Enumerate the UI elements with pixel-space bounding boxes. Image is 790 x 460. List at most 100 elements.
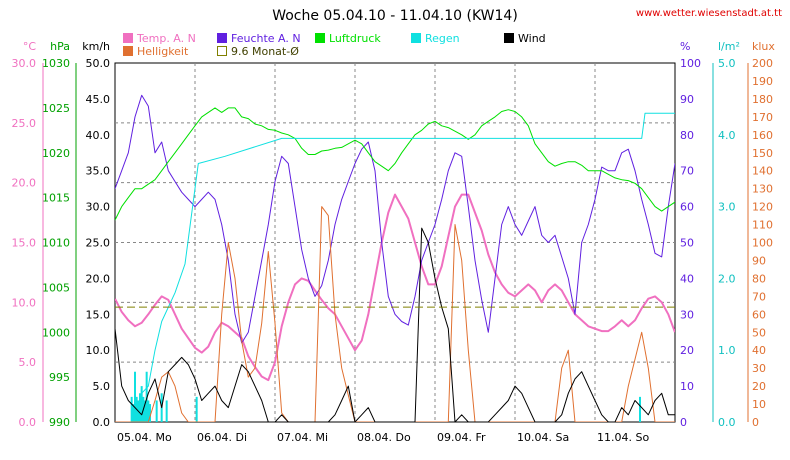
lux-axis-tick: 200	[752, 57, 773, 70]
series-temp-a-n	[115, 193, 675, 382]
lux-axis-tick: 150	[752, 147, 773, 160]
rain-axis-tick: 3.0	[718, 201, 736, 214]
x-axis: 05.04. Mo 06.04. Di 07.04. Mi 08.04. Do 09.0…	[117, 431, 649, 444]
source-url: www.wetter.wiesenstadt.at.tt	[636, 8, 782, 19]
x-tick-label: 10.04. Sa	[517, 431, 569, 444]
pressure-axis: hPa 990 995 1000 1005 1010 1015 1020 1025 1030	[42, 40, 70, 429]
rain-axis-tick: 2.0	[718, 272, 736, 285]
wind-axis-tick: 45.0	[86, 93, 111, 106]
wind-axis-tick: 50.0	[86, 57, 111, 70]
temp-axis-tick: 25.0	[12, 117, 37, 130]
temp-axis-tick: 15.0	[12, 237, 37, 250]
humidity-axis-tick: 90	[680, 93, 694, 106]
x-tick-label: 09.04. Fr	[437, 431, 486, 444]
legend-swatch	[315, 33, 325, 43]
rain-bar	[147, 400, 150, 422]
pressure-axis-tick: 1000	[42, 326, 70, 339]
series-group	[115, 94, 675, 422]
wind-axis: km/h 0.0 5.0 10.0 15.0 20.0 25.0 30.0 35.0 40.0 45…	[82, 40, 110, 429]
legend-item: 9.6 Monat-Ø	[217, 45, 299, 58]
lux-axis-tick: 120	[752, 201, 773, 214]
wind-axis-tick: 15.0	[86, 308, 111, 321]
rain-bar	[134, 371, 136, 422]
lux-axis-tick: 170	[752, 111, 773, 124]
lux-axis-tick: 0	[752, 416, 759, 429]
lux-axis-tick: 30	[752, 362, 766, 375]
pressure-axis-tick: 1010	[42, 237, 70, 250]
grid	[114, 62, 676, 423]
x-tick-label: 06.04. Di	[197, 431, 247, 444]
rain-bar	[639, 396, 641, 422]
pressure-axis-unit: hPa	[50, 40, 70, 53]
lux-axis-tick: 130	[752, 183, 773, 196]
rain-bar	[195, 396, 198, 422]
temp-axis: °C 0.0 5.0 10.0 15.0 20.0 25.0 30.0	[12, 40, 37, 429]
rain-bar	[149, 404, 151, 422]
humidity-axis-unit: %	[680, 40, 690, 53]
humidity-axis-tick: 20	[680, 344, 694, 357]
lux-axis-tick: 100	[752, 237, 773, 250]
wind-axis-tick: 25.0	[86, 237, 111, 250]
left-axes: °C 0.0 5.0 10.0 15.0 20.0 25.0 30.0 hPa 990 995 100…	[12, 40, 111, 429]
legend-swatch	[504, 33, 514, 43]
rain-bar	[130, 396, 133, 422]
series-wind	[115, 227, 675, 422]
temp-axis-tick: 30.0	[12, 57, 37, 70]
series-feuchte-a-n	[115, 94, 675, 344]
rain-bar	[165, 400, 168, 422]
pressure-axis-tick: 1015	[42, 192, 70, 205]
legend-label: 9.6 Monat-Ø	[231, 45, 299, 58]
rain-bar	[144, 400, 146, 422]
rain-axis-tick: 5.0	[718, 57, 736, 70]
lux-axis-tick: 70	[752, 290, 766, 303]
humidity-axis-tick: 70	[680, 165, 694, 178]
legend-item: Feuchte A. N	[217, 32, 301, 45]
humidity-axis-tick: 100	[680, 57, 701, 70]
wind-axis-tick: 30.0	[86, 201, 111, 214]
lux-axis-tick: 190	[752, 75, 773, 88]
legend-label: Luftdruck	[329, 32, 381, 45]
humidity-axis: % 0 10 20 30 40 50 60 70 80 90 100	[680, 40, 701, 429]
temp-axis-tick: 5.0	[19, 356, 37, 369]
humidity-axis-tick: 80	[680, 129, 694, 142]
legend-label: Regen	[425, 32, 460, 45]
lux-axis-tick: 160	[752, 129, 773, 142]
series-regen-balken	[130, 371, 641, 422]
legend-item: Temp. A. N	[123, 32, 196, 45]
lux-axis-tick: 110	[752, 219, 773, 232]
temp-axis-unit: °C	[23, 40, 37, 53]
x-tick-label: 11.04. So	[597, 431, 649, 444]
humidity-axis-tick: 50	[680, 237, 694, 250]
x-tick-label: 08.04. Do	[357, 431, 411, 444]
humidity-axis-tick: 0	[680, 416, 687, 429]
lux-axis: klux 0 10 20 30 40 50 60 70 80 90 100 110 120 130 140 15…	[752, 40, 775, 429]
lux-axis-tick: 40	[752, 344, 766, 357]
legend-swatch	[411, 33, 421, 43]
humidity-axis-tick: 10	[680, 380, 694, 393]
rain-axis-unit: l/m²	[718, 40, 740, 53]
legend-swatch	[217, 46, 227, 56]
plot-area	[115, 94, 675, 422]
legend-item: Helligkeit	[123, 45, 189, 58]
lux-axis-tick: 140	[752, 165, 773, 178]
right-axes: %0102030405060708090100l/m²0.01.02.03.04…	[680, 40, 775, 429]
lux-axis-tick: 80	[752, 272, 766, 285]
legend-item: Regen	[411, 32, 460, 45]
rain-bar	[132, 404, 135, 422]
x-tick-label: 05.04. Mo	[117, 431, 172, 444]
lux-axis-tick: 50	[752, 326, 766, 339]
temp-axis-tick: 20.0	[12, 177, 37, 190]
pressure-axis-tick: 1025	[42, 102, 70, 115]
legend-label: Helligkeit	[137, 45, 189, 58]
legend-item: Wind	[504, 32, 546, 45]
humidity-axis-tick: 30	[680, 308, 694, 321]
rain-bar	[155, 400, 158, 422]
lux-axis-tick: 60	[752, 308, 766, 321]
pressure-axis-tick: 995	[49, 371, 70, 384]
rain-bar	[139, 393, 141, 422]
temp-axis-tick: 0.0	[19, 416, 37, 429]
rain-axis-tick: 1.0	[718, 344, 736, 357]
wind-axis-tick: 10.0	[86, 344, 111, 357]
rain-bar	[140, 386, 143, 422]
